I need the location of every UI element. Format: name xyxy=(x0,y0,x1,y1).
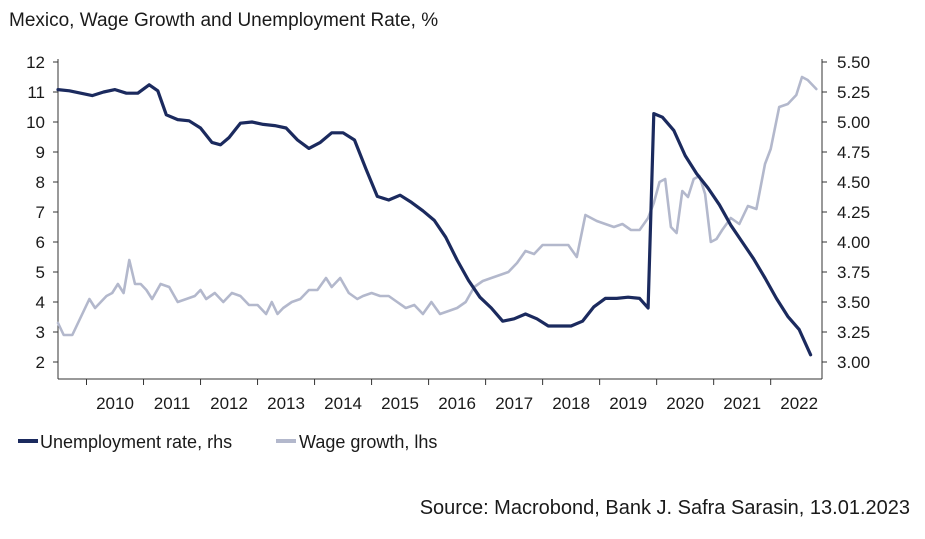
right-tick-label: 5.50 xyxy=(837,53,870,72)
x-tick-label: 2017 xyxy=(495,394,533,413)
right-axis-ticks: 3.00 3.25 3.50 3.75 4.00 4.25 4.50 4.75 5.00 5.25… xyxy=(822,53,870,372)
right-tick-label: 3.00 xyxy=(837,353,870,372)
series-layer xyxy=(56,75,818,357)
left-tick-label: 12 xyxy=(26,53,45,72)
legend-wage-label: Wage growth, lhs xyxy=(299,432,437,452)
x-tick-label: 2016 xyxy=(438,394,476,413)
left-tick-label: 10 xyxy=(26,113,45,132)
left-tick-label: 8 xyxy=(36,173,45,192)
x-axis-ticks: 2010 2011 2012 2013 2014 2015 2016 2017 2018 2019… xyxy=(86,379,818,413)
chart-title: Mexico, Wage Growth and Unemployment Rat… xyxy=(9,10,438,31)
right-tick-label: 4.00 xyxy=(837,233,870,252)
right-tick-label: 3.25 xyxy=(837,323,870,342)
left-tick-label: 4 xyxy=(36,293,45,312)
right-tick-label: 4.75 xyxy=(837,143,870,162)
left-tick-label: 11 xyxy=(27,83,45,102)
left-tick-label: 2 xyxy=(36,353,45,372)
right-tick-label: 5.00 xyxy=(837,113,870,132)
x-tick-label: 2018 xyxy=(552,394,590,413)
right-tick-label: 5.25 xyxy=(837,83,870,102)
x-tick-label: 2010 xyxy=(96,394,134,413)
left-tick-label: 5 xyxy=(36,263,45,282)
x-tick-label: 2012 xyxy=(210,394,248,413)
x-tick-label: 2011 xyxy=(154,394,191,413)
source-note: Source: Macrobond, Bank J. Safra Sarasin… xyxy=(420,497,910,519)
unemployment-rate-line xyxy=(56,83,813,357)
x-tick-label: 2021 xyxy=(723,394,761,413)
left-tick-label: 7 xyxy=(36,203,45,222)
left-tick-label: 3 xyxy=(36,323,45,342)
x-tick-label: 2019 xyxy=(609,394,647,413)
right-tick-label: 3.75 xyxy=(837,263,870,282)
left-tick-label: 9 xyxy=(36,143,45,162)
right-tick-label: 3.50 xyxy=(837,293,870,312)
left-tick-label: 6 xyxy=(36,233,45,252)
x-tick-label: 2020 xyxy=(666,394,704,413)
right-tick-label: 4.25 xyxy=(837,203,870,222)
x-tick-label: 2014 xyxy=(324,394,362,413)
wage-growth-line xyxy=(56,75,818,337)
right-tick-label: 4.50 xyxy=(837,173,870,192)
left-axis-ticks: 2 3 4 5 6 7 8 9 10 11 12 xyxy=(26,53,58,372)
x-tick-label: 2015 xyxy=(381,394,419,413)
x-tick-label: 2013 xyxy=(267,394,305,413)
legend: Unemployment rate, rhs Wage growth, lhs xyxy=(18,432,437,452)
x-tick-label: 2022 xyxy=(780,394,818,413)
legend-unemployment-label: Unemployment rate, rhs xyxy=(40,432,232,452)
